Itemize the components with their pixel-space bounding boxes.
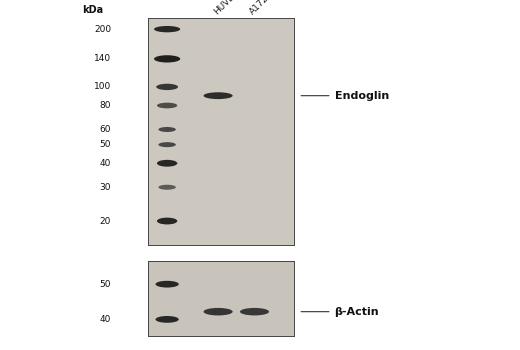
Ellipse shape xyxy=(157,218,177,224)
Text: β-Actin: β-Actin xyxy=(301,307,379,317)
Text: 30: 30 xyxy=(100,183,111,192)
Ellipse shape xyxy=(240,308,269,315)
Ellipse shape xyxy=(154,55,180,63)
Text: 50: 50 xyxy=(100,140,111,149)
Ellipse shape xyxy=(157,103,177,108)
Text: 40: 40 xyxy=(100,315,111,324)
Text: 140: 140 xyxy=(94,54,111,63)
Ellipse shape xyxy=(155,316,179,323)
Ellipse shape xyxy=(156,84,178,90)
Text: 50: 50 xyxy=(100,280,111,289)
Text: 80: 80 xyxy=(100,101,111,110)
Text: HUVEC: HUVEC xyxy=(212,0,240,16)
Ellipse shape xyxy=(159,142,176,147)
Text: 20: 20 xyxy=(100,217,111,225)
Text: Endoglin: Endoglin xyxy=(301,91,389,101)
Text: A172: A172 xyxy=(248,0,271,16)
Ellipse shape xyxy=(155,281,179,288)
Ellipse shape xyxy=(159,127,176,132)
Text: 100: 100 xyxy=(94,82,111,91)
Ellipse shape xyxy=(203,92,232,99)
Ellipse shape xyxy=(203,308,232,315)
Text: 60: 60 xyxy=(100,125,111,134)
Text: 40: 40 xyxy=(100,159,111,168)
Text: kDa: kDa xyxy=(83,5,103,15)
Ellipse shape xyxy=(159,185,176,190)
Text: 200: 200 xyxy=(94,25,111,34)
Ellipse shape xyxy=(154,26,180,32)
Ellipse shape xyxy=(157,160,177,167)
